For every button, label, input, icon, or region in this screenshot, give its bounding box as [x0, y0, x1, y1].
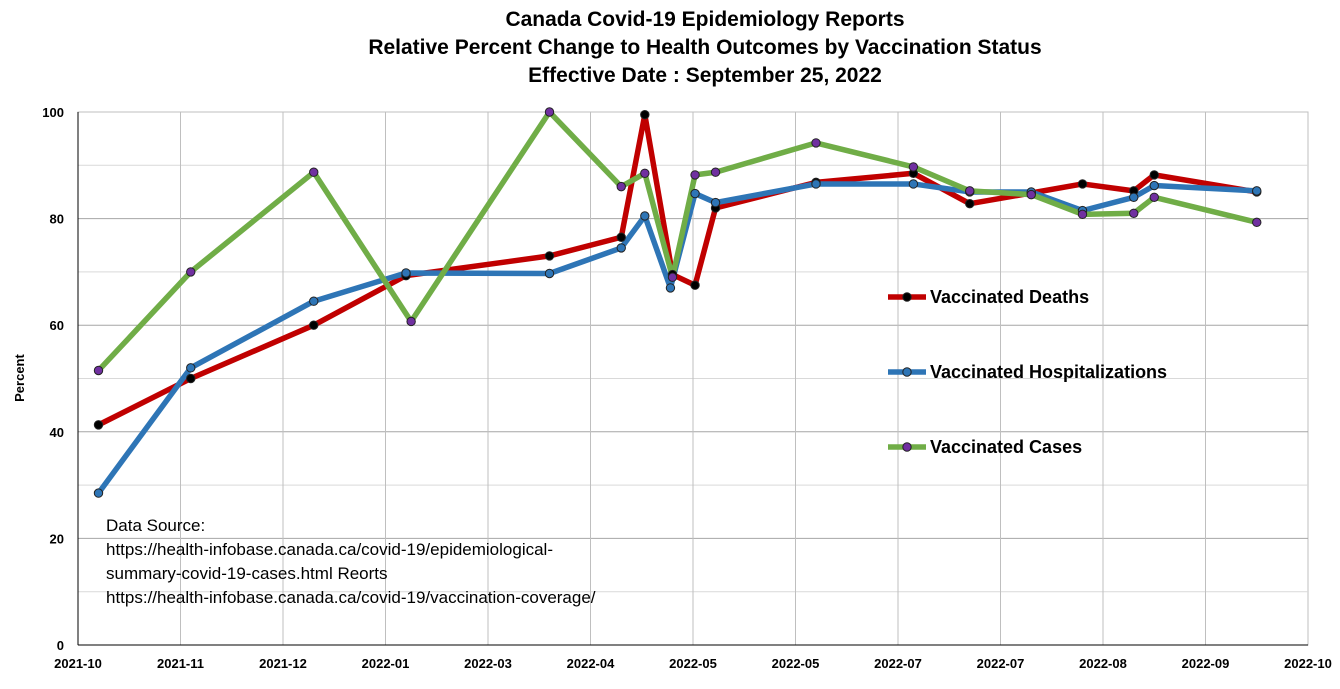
y-tick-label: 0 [57, 638, 64, 653]
x-tick-label: 2022-05 [772, 656, 820, 671]
data-point [406, 316, 416, 327]
legend-marker [902, 367, 912, 377]
data-point [665, 283, 676, 293]
title-line-2: Relative Percent Change to Health Outcom… [368, 36, 1042, 59]
data-point [690, 170, 700, 180]
data-point [640, 211, 650, 221]
y-tick-label: 40 [50, 425, 64, 440]
data-point [616, 181, 626, 192]
data-point [186, 373, 196, 384]
data-point [1026, 189, 1036, 200]
data-point [93, 420, 104, 430]
data-point [401, 268, 411, 278]
source-line: Data Source: [106, 516, 206, 535]
data-point [186, 363, 196, 373]
data-point [93, 488, 104, 498]
data-point [544, 107, 555, 117]
legend-marker [902, 292, 912, 302]
data-point [1252, 186, 1262, 196]
data-point [965, 198, 975, 209]
data-point [186, 267, 196, 277]
legend-label: Vaccinated Cases [930, 437, 1082, 457]
x-tick-label: 2022-07 [977, 656, 1025, 671]
data-source-note: Data Source: https://health-infobase.can… [106, 514, 596, 610]
data-point [93, 365, 104, 376]
x-tick-label: 2021-12 [259, 656, 307, 671]
legend-label: Vaccinated Hospitalizations [930, 362, 1167, 382]
data-point [640, 168, 650, 178]
data-point [1129, 208, 1139, 218]
series-line [95, 111, 1260, 428]
title-line-1: Canada Covid-19 Epidemiology Reports [505, 8, 905, 31]
title-line-3: Effective Date : September 25, 2022 [528, 64, 882, 87]
legend-marker [902, 442, 912, 452]
data-point [811, 179, 821, 189]
data-point [690, 188, 700, 199]
data-point [616, 232, 626, 242]
x-tick-label: 2022-05 [669, 656, 717, 671]
data-point [1077, 179, 1088, 189]
x-tick-label: 2022-09 [1182, 656, 1230, 671]
data-point [544, 268, 555, 279]
data-point [1149, 192, 1159, 202]
x-tick-label: 2021-10 [54, 656, 102, 671]
y-tick-label: 80 [50, 212, 64, 227]
x-tick-label: 2022-07 [874, 656, 922, 671]
x-tick-label: 2022-04 [567, 656, 615, 671]
data-point [1149, 170, 1159, 180]
data-point [710, 167, 721, 177]
y-tick-label: 60 [50, 318, 64, 333]
series-line [95, 109, 1260, 374]
y-tick-label: 100 [42, 105, 64, 120]
data-point [908, 179, 919, 189]
source-line: https://health-infobase.canada.ca/covid-… [106, 540, 553, 559]
data-point [640, 109, 650, 120]
source-line: summary-covid-19-cases.html Reorts [106, 564, 388, 583]
x-tick-label: 2022-08 [1079, 656, 1127, 671]
x-tick-label: 2022-01 [362, 656, 410, 671]
data-point [1149, 180, 1159, 191]
data-point [710, 197, 721, 208]
data-point [1252, 217, 1262, 228]
data-point [616, 243, 626, 253]
chart-title: Canada Covid-19 Epidemiology Reports Rel… [0, 6, 1340, 90]
legend-label: Vaccinated Deaths [930, 287, 1089, 307]
data-point [1129, 192, 1139, 202]
data-point [908, 162, 919, 172]
source-line: https://health-infobase.canada.ca/covid-… [106, 588, 596, 607]
data-point [690, 280, 700, 290]
data-point [309, 167, 319, 177]
series-line [95, 181, 1260, 496]
data-point [667, 272, 678, 282]
x-tick-label: 2022-03 [464, 656, 512, 671]
y-axis-label: Percent [12, 353, 27, 401]
data-point [965, 186, 975, 196]
data-point [309, 320, 319, 330]
data-point [1077, 209, 1088, 220]
y-tick-label: 20 [50, 531, 64, 546]
data-point [811, 138, 821, 148]
data-point [309, 296, 319, 306]
x-tick-label: 2022-10 [1284, 656, 1332, 671]
x-tick-label: 2021-11 [157, 656, 204, 671]
data-point [544, 251, 555, 261]
